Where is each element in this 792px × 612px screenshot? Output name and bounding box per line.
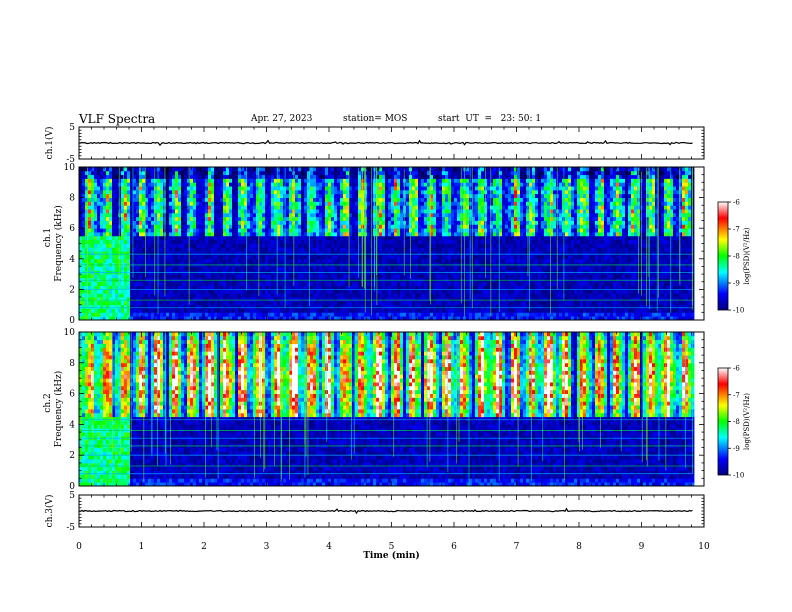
colorbar-label: log(PSD)(V²/Hz) — [743, 227, 751, 284]
colorbar-tick-label: -6 — [733, 199, 740, 207]
y-tick-label: 6 — [69, 390, 75, 400]
waveform-trace-ch1_waveform — [79, 139, 693, 147]
y-tick-label: 0 — [69, 316, 75, 326]
y-axis-label: Frequency (kHz) — [53, 371, 64, 448]
start-time-label: start UT = 23: 50: 1 — [438, 114, 542, 124]
colorbar-tick-label: -6 — [733, 365, 740, 373]
y-axis-label: Frequency (kHz) — [53, 205, 64, 282]
y-tick-label: 8 — [69, 194, 75, 204]
y-tick-label: 4 — [69, 420, 75, 430]
y-tick-label: 8 — [69, 359, 75, 369]
colorbar-tick-label: -8 — [733, 253, 740, 261]
x-tick-label: 1 — [139, 542, 145, 552]
y-tick-label: 10 — [64, 328, 76, 338]
y-tick-label: 6 — [69, 224, 75, 234]
colorbar-tick-label: -10 — [733, 472, 744, 480]
spectrogram-image-ch2_spectrogram — [79, 332, 695, 487]
colorbar-tick-label: -9 — [733, 445, 740, 453]
chart-title: VLF Spectra — [79, 112, 156, 126]
colorbar-tick-label: -7 — [733, 226, 740, 234]
y-tick-label: 0 — [69, 482, 75, 492]
x-tick-label: 6 — [451, 542, 457, 552]
colorbar-tick-label: -9 — [733, 280, 740, 288]
colorbar-label: log(PSD)(V²/Hz) — [743, 393, 751, 450]
y-axis-channel-label: ch.1 — [43, 228, 53, 247]
y-tick-label: -5 — [66, 523, 75, 533]
x-tick-label: 9 — [639, 542, 645, 552]
date-label: Apr. 27, 2023 — [251, 114, 313, 124]
y-tick-label: 2 — [69, 285, 75, 295]
y-tick-label: 5 — [69, 491, 75, 501]
y-tick-label: 2 — [69, 451, 75, 461]
x-tick-label: 7 — [514, 542, 520, 552]
y-tick-label: 4 — [69, 255, 75, 265]
y-axis-label: ch.1(V) — [44, 127, 55, 160]
colorbar-ch1_spectrogram — [717, 201, 729, 311]
x-tick-label: 4 — [326, 542, 332, 552]
station-label: station= MOS — [343, 114, 408, 124]
y-tick-label: -5 — [66, 155, 75, 165]
y-tick-label: 5 — [69, 123, 75, 133]
x-tick-label: 3 — [264, 542, 270, 552]
y-axis-label: ch.3(V) — [44, 495, 55, 528]
x-tick-label: 10 — [698, 542, 710, 552]
x-axis-label: Time (min) — [363, 550, 420, 561]
colorbar-tick-label: -8 — [733, 418, 740, 426]
y-tick-label: 10 — [64, 163, 76, 173]
y-axis-channel-label: ch.2 — [43, 393, 53, 412]
waveform-trace-ch3_waveform — [78, 507, 693, 515]
colorbar-tick-label: -10 — [733, 307, 744, 315]
colorbar-ch2_spectrogram — [717, 367, 729, 476]
x-tick-label: 0 — [76, 542, 82, 552]
spectrogram-image-ch1_spectrogram — [79, 167, 695, 321]
x-tick-label: 8 — [576, 542, 582, 552]
colorbar-tick-label: -7 — [733, 391, 740, 399]
x-tick-label: 2 — [201, 542, 207, 552]
x-tick-label: 5 — [389, 542, 395, 552]
